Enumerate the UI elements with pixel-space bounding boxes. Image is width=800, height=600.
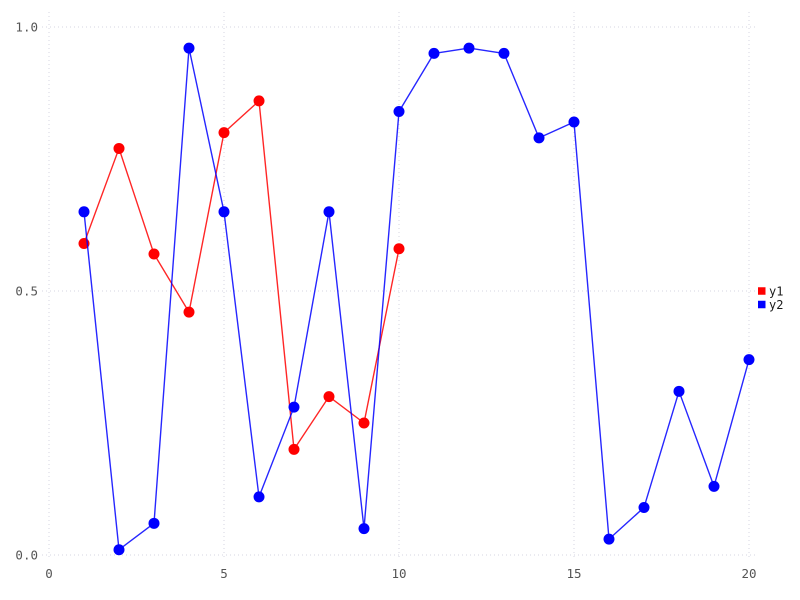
series-line-y2: [83, 47, 750, 551]
data-point-y1: [183, 306, 195, 318]
y-axis-tick-label: 0.0: [15, 548, 38, 563]
data-point-y2: [288, 401, 300, 413]
data-point-y2: [708, 480, 720, 492]
data-point-y2: [358, 523, 370, 535]
data-point-y2: [253, 491, 265, 503]
x-axis-tick-label: 15: [566, 566, 581, 581]
data-point-y1: [148, 248, 160, 260]
legend-label-y2: y2: [769, 298, 783, 312]
data-point-y2: [78, 206, 90, 218]
legend-swatch-y2: [758, 300, 766, 309]
y-axis-tick-label: 0.5: [15, 284, 38, 299]
data-point-y2: [533, 132, 545, 144]
data-point-y1: [253, 95, 265, 107]
y-axis-tick-label: 1.0: [15, 20, 38, 35]
x-axis-tick-label: 5: [220, 566, 228, 581]
data-point-y1: [113, 142, 125, 154]
data-point-y1: [323, 391, 335, 403]
data-point-y1: [358, 417, 370, 429]
x-axis-tick-label: 20: [741, 566, 756, 581]
data-point-y2: [428, 47, 440, 59]
data-point-y2: [393, 105, 405, 117]
data-point-y1: [218, 127, 230, 139]
legend-label-y1: y1: [769, 285, 783, 299]
data-point-y1: [393, 243, 405, 255]
data-point-y2: [148, 517, 160, 529]
data-point-y2: [673, 385, 685, 397]
series-line-y1: [83, 100, 400, 451]
data-point-y2: [498, 47, 510, 59]
data-point-y2: [463, 42, 475, 54]
data-point-y2: [743, 354, 755, 366]
data-point-y2: [323, 206, 335, 218]
data-point-y2: [183, 42, 195, 54]
data-point-y1: [288, 443, 300, 455]
data-point-y2: [218, 206, 230, 218]
legend-swatch-y1: [758, 287, 766, 295]
data-point-y2: [603, 533, 615, 545]
x-axis-tick-label: 0: [45, 566, 53, 581]
data-point-y2: [113, 544, 125, 556]
x-axis-tick-label: 10: [391, 566, 406, 581]
data-point-y2: [638, 501, 650, 513]
data-point-y2: [568, 116, 580, 128]
